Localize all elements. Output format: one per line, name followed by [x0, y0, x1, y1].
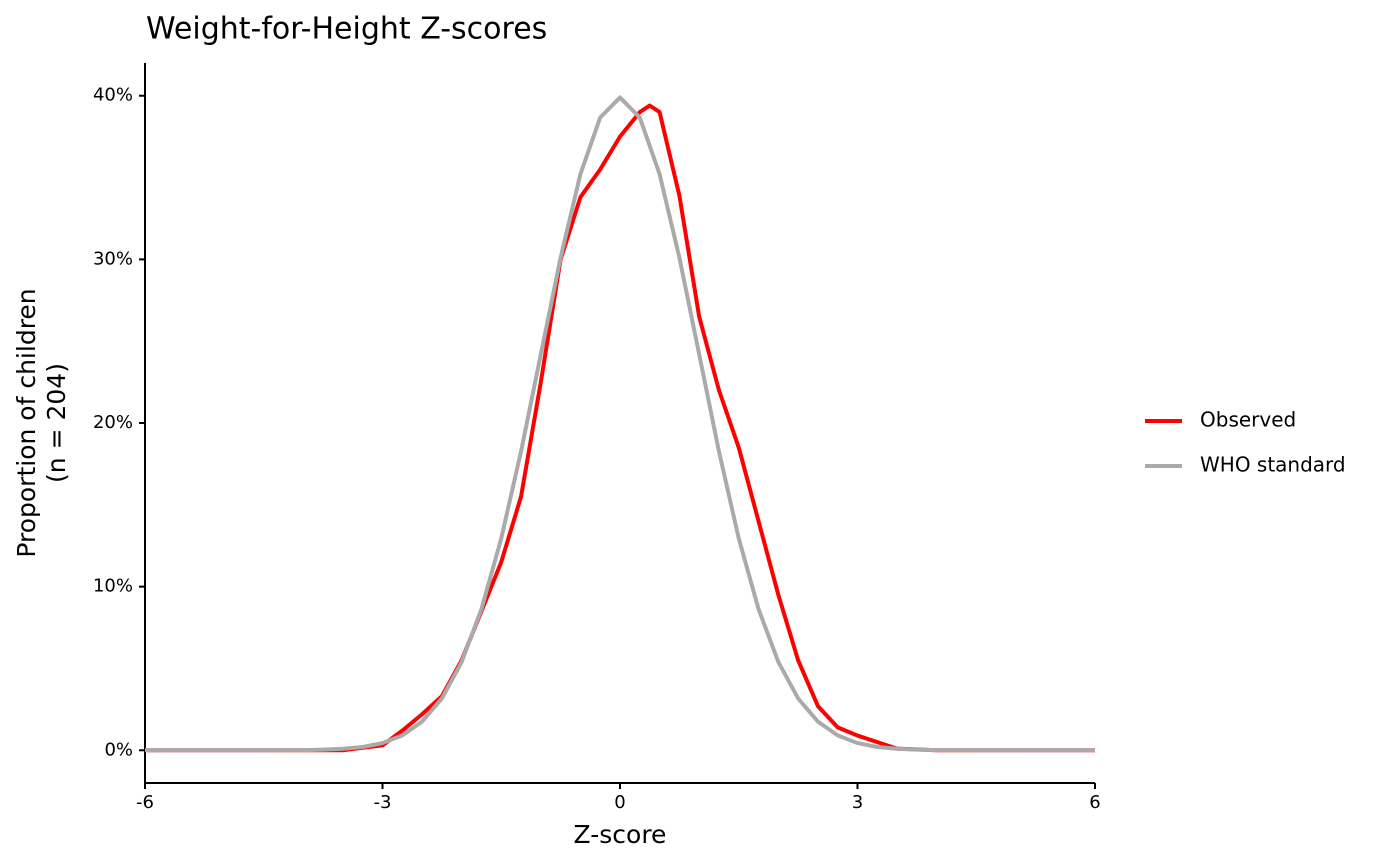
legend-label: WHO standard [1200, 453, 1346, 477]
y-axis-label: Proportion of children (n = 204) [12, 288, 71, 557]
x-tick-label: -3 [374, 792, 392, 813]
x-axis-label: Z-score [574, 820, 667, 849]
y-axis-label-line: (n = 204) [42, 363, 71, 483]
y-tick-label: 30% [93, 248, 133, 269]
x-tick-label: 3 [852, 792, 863, 813]
x-tick-label: -6 [136, 792, 154, 813]
x-tick-label: 0 [614, 792, 625, 813]
y-axis-label-line: Proportion of children [12, 288, 41, 557]
y-tick-label: 40% [93, 85, 133, 106]
series-line [145, 103, 1095, 753]
series-line [145, 95, 1095, 753]
legend-label: Observed [1200, 408, 1296, 432]
y-tick-label: 20% [93, 412, 133, 433]
y-tick-label: 0% [104, 739, 133, 760]
chart-title: Weight-for-Height Z-scores [146, 12, 547, 47]
x-tick-label: 6 [1089, 792, 1100, 813]
y-tick-label: 10% [93, 576, 133, 597]
